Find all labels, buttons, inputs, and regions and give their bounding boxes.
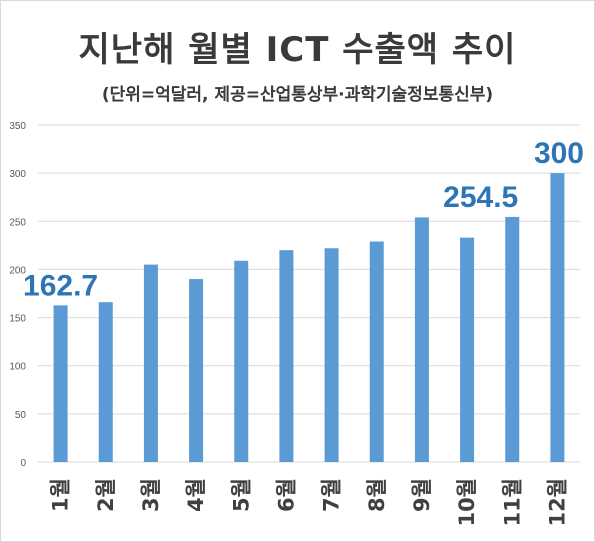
x-category-label: 8월 [365,478,389,512]
x-category-label: 6월 [274,478,298,512]
bar [279,250,294,462]
bars [53,173,565,462]
data-label: 254.5 [443,181,518,214]
bar [505,216,520,462]
bar [550,173,565,462]
y-tick-label: 50 [15,410,27,421]
bar [53,305,68,462]
y-tick-label: 200 [9,265,26,276]
x-category-label: 12월 [545,478,569,527]
y-axis-ticks: 0 50 100 150 200 250 300 350 [9,121,26,469]
bar [369,241,384,462]
bar [324,248,339,462]
y-tick-label: 0 [20,458,26,469]
x-category-label: 11월 [500,478,524,527]
x-category-label: 1월 [49,478,73,512]
y-tick-label: 100 [9,362,26,373]
data-labels: 162.7 254.5 300 [23,137,584,302]
chart-subtitle: (단위=억달러, 제공=산업통상부·과학기술정보통신부) [101,85,494,105]
x-category-label: 7월 [320,478,344,512]
bar [414,217,429,462]
y-tick-label: 250 [9,217,26,228]
bar [234,260,249,462]
bar [189,279,204,462]
chart-title: 지난해 월별 ICT 수출액 추이 [78,30,517,70]
y-tick-label: 300 [9,169,26,180]
x-category-label: 5월 [229,478,253,512]
data-label: 162.7 [23,269,98,302]
x-category-label: 9월 [410,478,434,512]
bar [460,237,475,462]
x-axis-categories: 1월 2월 3월 4월 5월 6월 7월 8월 9월 10월 11월 12월 [49,478,570,527]
x-category-label: 3월 [139,478,163,512]
y-tick-label: 150 [9,314,26,325]
bar [98,302,113,462]
gridlines [38,124,580,463]
x-category-label: 10월 [455,478,479,527]
bar [143,264,158,462]
y-tick-label: 350 [9,121,26,132]
data-label: 300 [534,137,584,170]
x-category-label: 4월 [184,478,208,512]
x-category-label: 2월 [94,478,118,512]
